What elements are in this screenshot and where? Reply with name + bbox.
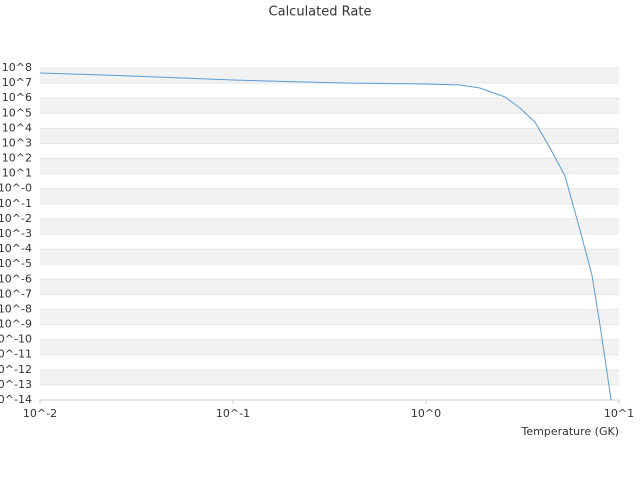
- grid-band: [40, 158, 619, 174]
- x-tick-label: 10^0: [411, 407, 441, 420]
- y-tick-label: 10^-0: [0, 182, 32, 195]
- y-tick-label: 10^7: [2, 76, 32, 89]
- grid-band: [40, 128, 619, 144]
- y-tick-label: 10^-1: [0, 197, 32, 210]
- grid-band: [40, 369, 619, 385]
- y-tick-label: 10^-4: [0, 242, 32, 255]
- y-tick-label: 10^5: [2, 106, 32, 119]
- y-tick-label: 10^1: [2, 167, 32, 180]
- y-tick-label: 10^-8: [0, 302, 32, 315]
- y-tick-label: 10^3: [2, 136, 32, 149]
- y-tick-label: 10^-3: [0, 227, 32, 240]
- x-tick-label: 10^1: [604, 407, 634, 420]
- y-tick-label: 10^-7: [0, 287, 32, 300]
- grid-band: [40, 249, 619, 265]
- y-tick-label: 10^-14: [0, 393, 32, 406]
- y-tick-label: 10^-2: [0, 212, 32, 225]
- y-tick-label: 10^-13: [0, 378, 32, 391]
- y-tick-label: 10^-12: [0, 363, 32, 376]
- x-tick-label: 10^-2: [23, 407, 57, 420]
- y-tick-label: 10^2: [2, 152, 32, 165]
- y-tick-label: 10^-9: [0, 318, 32, 331]
- y-tick-label: 10^4: [2, 121, 32, 134]
- data-line: [39, 72, 612, 401]
- grid-band: [40, 68, 619, 84]
- y-tick-label: 10^-5: [0, 257, 32, 270]
- y-tick-label: 10^-6: [0, 272, 32, 285]
- grid-band: [40, 188, 619, 204]
- x-tick-label: 10^-1: [216, 407, 250, 420]
- y-tick-label: 10^6: [2, 91, 32, 104]
- grid-band: [40, 339, 619, 355]
- grid-band: [40, 279, 619, 295]
- grid-band: [40, 309, 619, 325]
- grid-band: [40, 218, 619, 234]
- x-axis-label: Temperature (GK): [521, 425, 620, 438]
- chart-title: Calculated Rate: [269, 5, 372, 20]
- y-tick-label: 10^-11: [0, 348, 32, 361]
- y-tick-label: 10^-10: [0, 333, 32, 346]
- grid-band: [40, 98, 619, 114]
- y-tick-label: 10^8: [2, 61, 32, 74]
